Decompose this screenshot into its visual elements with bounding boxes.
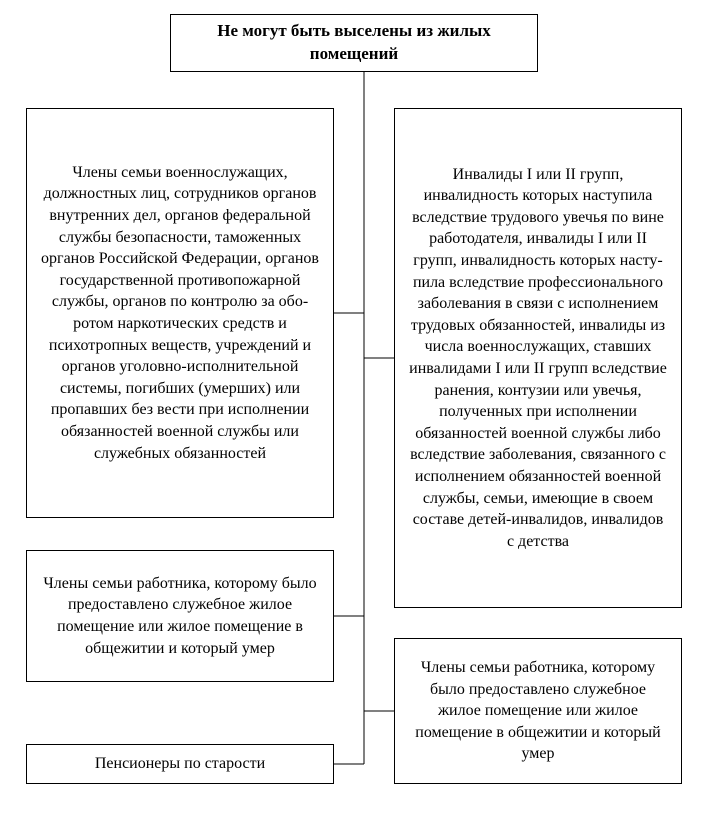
right-node-1: Инвалиды I или II групп, инвалидность ко…	[394, 108, 682, 608]
left-node-1: Члены семьи военнослужащих, должностных …	[26, 108, 334, 518]
right-node-1-text: Инвалиды I или II групп, инвалидность ко…	[409, 164, 667, 553]
left-node-3-text: Пенсионеры по старости	[95, 753, 265, 775]
root-text: Не могут быть выселены из жилых помещени…	[185, 20, 523, 66]
left-node-2: Члены семьи работника, которому было пре…	[26, 550, 334, 682]
left-node-3: Пенсионеры по старости	[26, 744, 334, 784]
root-node: Не могут быть выселены из жилых помещени…	[170, 14, 538, 72]
right-node-2: Члены семьи работника, которому было пре…	[394, 638, 682, 784]
left-node-2-text: Члены семьи работника, которому было пре…	[41, 573, 319, 659]
right-node-2-text: Члены семьи работника, которому было пре…	[409, 657, 667, 765]
left-node-1-text: Члены семьи военнослужащих, должностных …	[41, 162, 319, 464]
